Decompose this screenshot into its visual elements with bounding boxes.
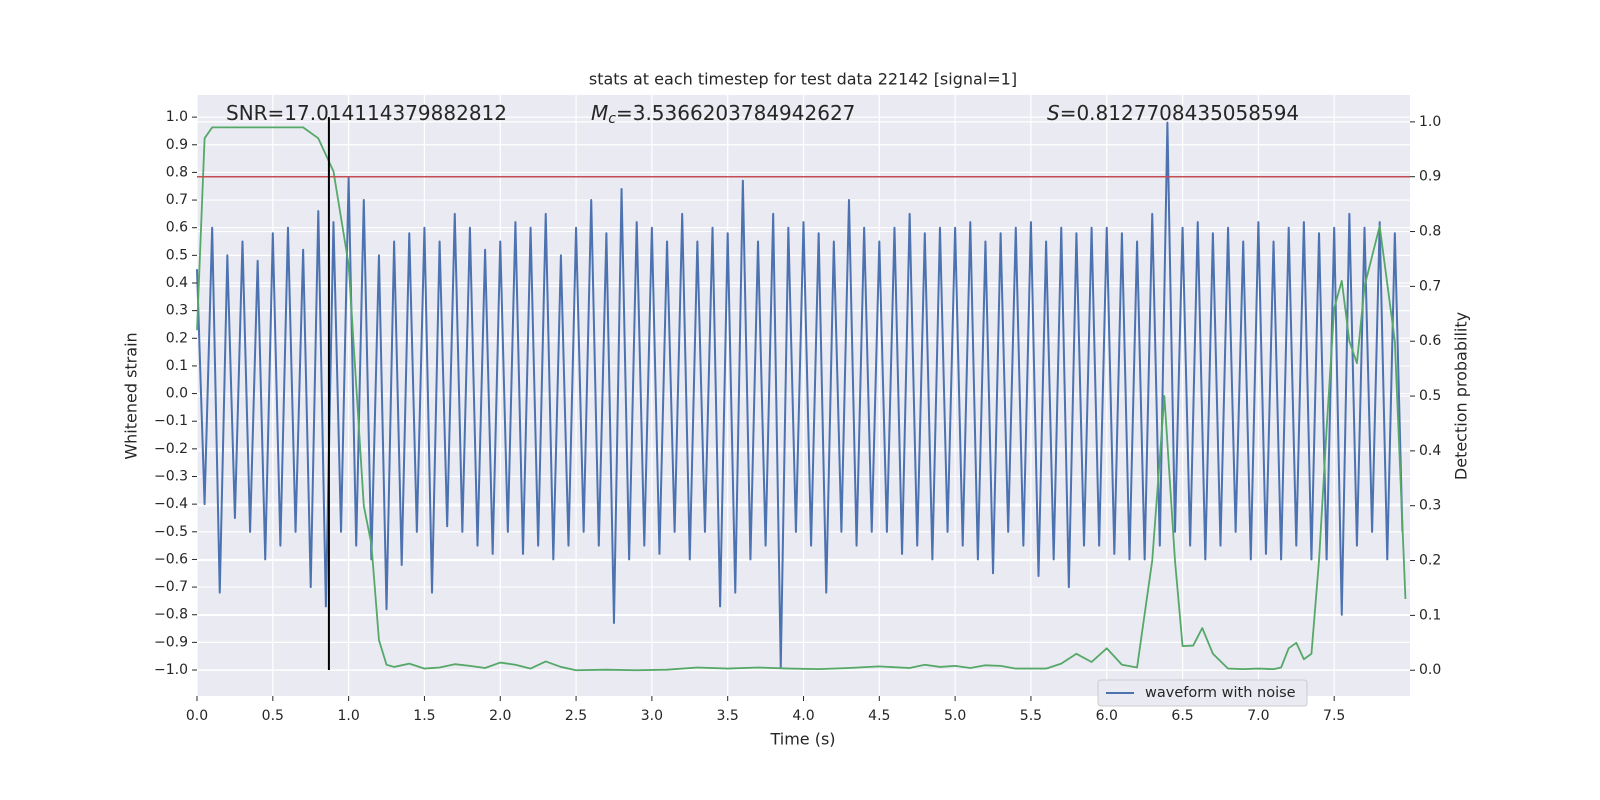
y2-axis-label: Detection probability <box>1452 312 1471 480</box>
y-axis-label: Whitened strain <box>122 332 141 459</box>
y2-tick-label: 0.2 <box>1419 553 1441 569</box>
x-tick-label: 1.5 <box>413 708 435 724</box>
y-tick-label: −0.6 <box>154 551 188 567</box>
y-tick-label: 1.0 <box>166 109 188 125</box>
annotation-symbol: S <box>1047 101 1060 125</box>
annotation-text: =3.5366203784942627 <box>616 101 855 125</box>
annotation: Mc=3.5366203784942627 <box>591 101 855 128</box>
y2-tick-label: 0.3 <box>1419 498 1441 514</box>
x-tick-label: 4.5 <box>868 708 890 724</box>
y2-tick-label: 0.0 <box>1419 662 1441 678</box>
y-tick-label: −1.0 <box>154 662 188 678</box>
x-tick-label: 3.0 <box>641 708 663 724</box>
y-tick-label: −0.9 <box>154 634 188 650</box>
x-tick-label: 6.5 <box>1171 708 1193 724</box>
series-line <box>196 126 1407 672</box>
y2-tick-label: 0.7 <box>1419 278 1441 294</box>
annotation-text: =0.8127708435058594 <box>1060 101 1299 125</box>
y-tick-label: 0.0 <box>166 386 188 402</box>
annotation-text: SNR=17.014114379882812 <box>226 101 507 125</box>
x-tick-label: 3.5 <box>717 708 739 724</box>
labels: 0.0 0.5 1.0 1.5 2.0 2.5 3.0 3.5 4.0 4.5 5.0 5.5 6.0 6… <box>154 101 1441 725</box>
x-tick-label: 5.5 <box>1020 708 1042 724</box>
y2-tick-label: 1.0 <box>1419 114 1441 130</box>
y-tick-label: 0.9 <box>166 137 188 153</box>
y-tick-label: 0.6 <box>166 220 188 236</box>
chart-title: stats at each timestep for test data 221… <box>589 70 1017 89</box>
marks <box>196 117 1410 672</box>
y-tick-label: −0.1 <box>154 413 188 429</box>
x-tick-label: 2.0 <box>489 708 511 724</box>
annotation: S=0.8127708435058594 <box>1047 101 1299 125</box>
legend-label: waveform with noise <box>1145 685 1296 701</box>
y-tick-label: −0.8 <box>154 607 188 623</box>
y-tick-label: 0.2 <box>166 330 188 346</box>
y-tick-label: −0.2 <box>154 441 188 457</box>
x-tick-label: 7.5 <box>1323 708 1345 724</box>
y-tick-label: −0.7 <box>154 579 188 595</box>
annotation-symbol: M <box>591 101 608 125</box>
y-tick-label: 0.4 <box>166 275 188 291</box>
y2-tick-label: 0.8 <box>1419 224 1441 240</box>
y-tick-label: −0.5 <box>154 524 188 540</box>
x-tick-label: 1.0 <box>337 708 359 724</box>
x-axis-label: Time (s) <box>769 730 835 749</box>
x-tick-label: 6.0 <box>1096 708 1118 724</box>
x-tick-label: 7.0 <box>1247 708 1269 724</box>
y-tick-label: 0.5 <box>166 247 188 263</box>
annotation: SNR=17.014114379882812 <box>226 101 507 125</box>
y-tick-label: −0.4 <box>154 496 188 512</box>
y-tick-label: 0.8 <box>166 164 188 180</box>
x-tick-label: 0.0 <box>186 708 208 724</box>
x-tick-label: 5.0 <box>944 708 966 724</box>
y2-tick-label: 0.6 <box>1419 333 1441 349</box>
y-tick-label: 0.3 <box>166 303 188 319</box>
y2-tick-label: 0.4 <box>1419 443 1441 459</box>
annotation-subscript: c <box>608 111 616 127</box>
y-tick-label: 0.7 <box>166 192 188 208</box>
y-tick-label: −0.3 <box>154 468 188 484</box>
y2-tick-label: 0.5 <box>1419 388 1441 404</box>
series-line <box>196 121 1404 669</box>
y-tick-label: 0.1 <box>166 358 188 374</box>
x-tick-label: 2.5 <box>565 708 587 724</box>
x-tick-label: 4.0 <box>792 708 814 724</box>
x-tick-label: 0.5 <box>262 708 284 724</box>
legend-box <box>1097 679 1308 707</box>
y2-tick-label: 0.9 <box>1419 169 1441 185</box>
y2-tick-label: 0.1 <box>1419 607 1441 623</box>
